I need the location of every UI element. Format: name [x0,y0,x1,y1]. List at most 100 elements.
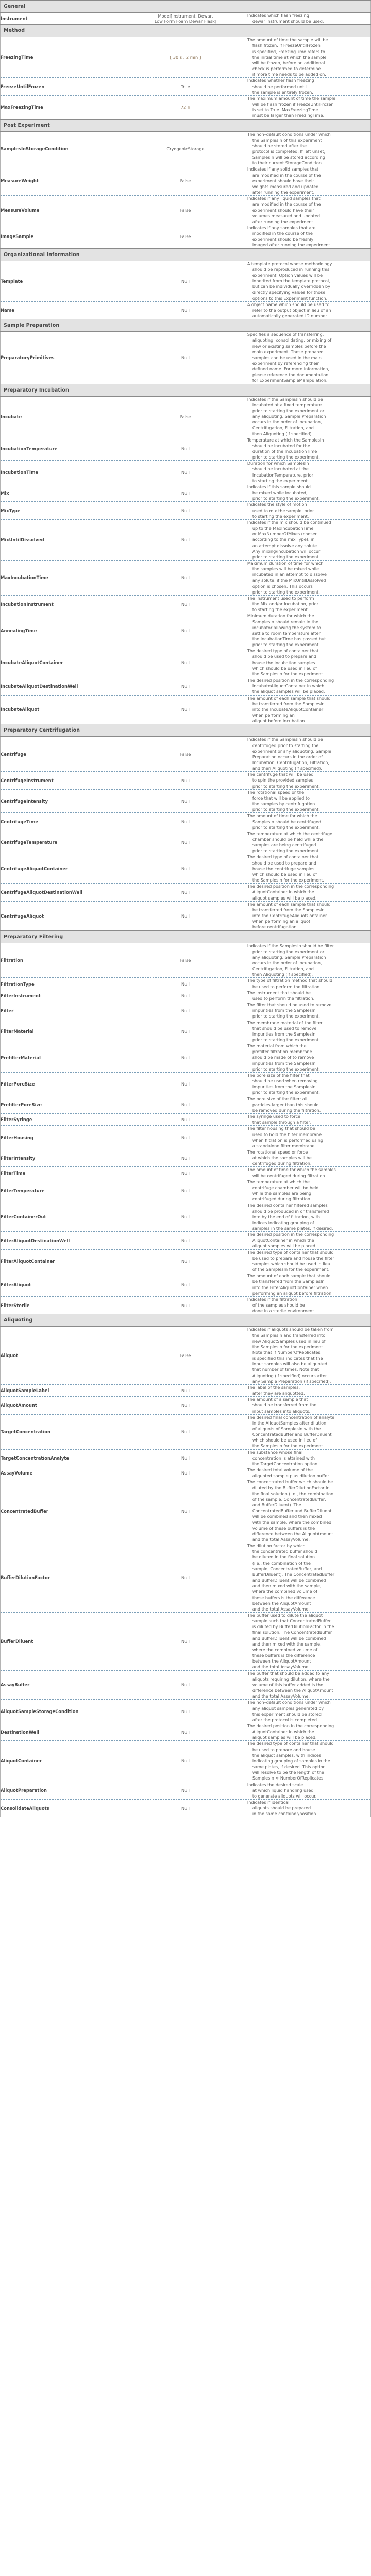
text-line: the SamplesIn and transferred into [252,1332,326,1338]
text-line: prior to starting the experiment. [252,1066,320,1072]
text-line: chamber should be held while the [252,837,324,842]
option-row: FilterIntensity Null The rotational speed … [1,1149,371,1166]
option-row: MaxIncubationTime Null Maximum duration of… [1,561,371,595]
option-row: FilterSterile Null Indicates if the filtra… [1,1297,371,1314]
text-line: Null [181,1729,190,1735]
option-name: FilterTime [1,1170,26,1176]
text-line: the SamplesIn for the experiment. [252,1344,324,1349]
section-header-row: Post Experiment [0,118,371,132]
option-value: Null [124,813,247,830]
text-line: modified in the course of the [252,231,313,236]
text-line: Null [181,1008,190,1013]
option-value: Null [124,1782,247,1799]
dashed-divider [1,1113,370,1114]
text-line: Null [181,1455,190,1461]
text-line: particles larger than this should [252,1101,319,1107]
text-line: should be transferred from the [252,1402,317,1408]
text-line: SamplesIn ∗ NumberOfReplicates. [252,1775,325,1781]
text-line: Null [181,1470,190,1476]
text-line: difference between the AliquotAmount [252,1531,333,1536]
text-line: in the same container/position. [252,1811,317,1817]
option-description: The non–default conditions under which th… [247,131,371,166]
text-line: The material from which the [247,1043,307,1049]
option-value: Null [124,1179,247,1202]
option-value: Null [124,1671,247,1700]
text-line: inherited from the template protocol, [252,278,330,284]
row-separator [1,1799,371,1800]
option-description: The instrument that should be used to per… [247,990,371,1002]
text-line: used to perform the filtration. [252,995,315,1001]
option-description: Indicates the desired scale at which liqu… [247,1782,371,1799]
text-line: False [180,1353,191,1359]
option-description: The amount of time for which the samples… [247,1167,371,1178]
option-description: The label of the samples, after they are … [247,1385,371,1396]
option-row: MeasureVolume False Indicates if any liqui… [1,196,371,225]
text-line: and then mixed with the sample, [252,1583,322,1589]
text-line: aliquots requiring dilution, where the [252,1676,330,1682]
text-line: Preparation occurs in the order of [252,754,323,759]
option-value: Null [124,978,247,989]
text-line: to starting the experiment. [252,513,309,519]
section-title: Organizational Information [0,248,371,261]
text-line: and then Aliquoting (if specified). [252,766,322,771]
text-line: The amount of each sample that should [247,1273,331,1279]
text-line: The filter that should be used to remove [247,1002,332,1008]
option-description: Temperature at which the SamplesIn should… [247,437,371,461]
text-line: Indicates if the filtration [247,1296,297,1302]
option-row: FilterTime Null The amount of time for whi… [1,1167,371,1178]
option-name: PrefilterPoreSize [1,1102,42,1108]
text-line: sample such that ConcentratedBuffer [252,1618,331,1624]
text-line: Null [181,490,190,496]
text-line: indices indicating grouping of [252,1219,314,1225]
option-description: The rotational speed or force at which th… [247,1149,371,1166]
option-value: Null [124,484,247,501]
dashed-divider [1,1384,370,1385]
dashed-divider [1,501,370,502]
text-line: experiment by referencing their [252,360,319,366]
section-title: Post Experiment [0,118,371,132]
option-value: Null [124,1800,247,1817]
option-row: CentrifugeTemperature Null The temperature… [1,831,371,854]
row-separator [1,1612,371,1613]
text-line: a standalone filter membrane. [252,1143,316,1148]
text-line: should be reproduced in running this [252,266,330,272]
text-line: and the total AssayVolume. [252,1536,310,1542]
text-line: aliquoted sample plus dilution buffer. [252,1473,330,1479]
text-line: Null [181,981,190,987]
text-line: is set to True. MaxFreezingTime [252,107,318,113]
option-name: Name [1,308,15,313]
option-name: TargetConcentrationAnalyte [1,1455,70,1461]
dashed-divider [1,1249,370,1250]
text-line: diluted by the BufferDilutionFactor in [252,1485,330,1490]
option-value: Null [124,1397,247,1414]
text-line: is specified, FreezingTime refers to [252,48,325,54]
option-row: FilterInstrument Null The instrument that … [1,990,371,1002]
option-row: BufferDilutionFactor Null The dilution fac… [1,1543,371,1612]
text-line: incubated in an attempt to dissolve [252,572,327,578]
text-line: any aliquoting. Sample Preparation [252,414,326,419]
text-line: False [180,957,191,963]
text-line: Null [181,840,190,845]
option-name: ImageSample [1,234,34,240]
option-description: The syringe used to force that sample thr… [247,1114,371,1125]
text-line: Null [181,660,190,666]
option-name: AssayVolume [1,1470,33,1476]
option-row: FreezeUntilFrozen True Indicates whether f… [1,78,371,95]
text-line: CryogenicStorage [166,146,205,151]
text-line: Low Form Foam Dewar Flask] [154,19,217,24]
text-line: which should be used in lieu of [252,665,317,671]
text-line: into by the end of filtration, with [252,1214,321,1219]
dashed-divider [1,812,370,814]
text-line: will be centrifuged during filtration. [252,1173,327,1178]
option-row: CentrifugeAliquotContainer Null The desire… [1,854,371,883]
text-line: must be larger than FreezingTime. [252,113,325,118]
text-line: True [181,84,190,90]
option-name: FilterIntensity [1,1155,36,1161]
row-separator [1,77,371,78]
option-description: Minimum duration for which the SamplesIn … [247,613,371,648]
text-line: settle to room temperature after [252,630,321,636]
text-line: Null [181,819,190,825]
option-row: FilterAliquotDestinationWell Null The desi… [1,1232,371,1249]
text-line: the samples by centrifugation [252,801,315,807]
text-line: Null [181,889,190,895]
